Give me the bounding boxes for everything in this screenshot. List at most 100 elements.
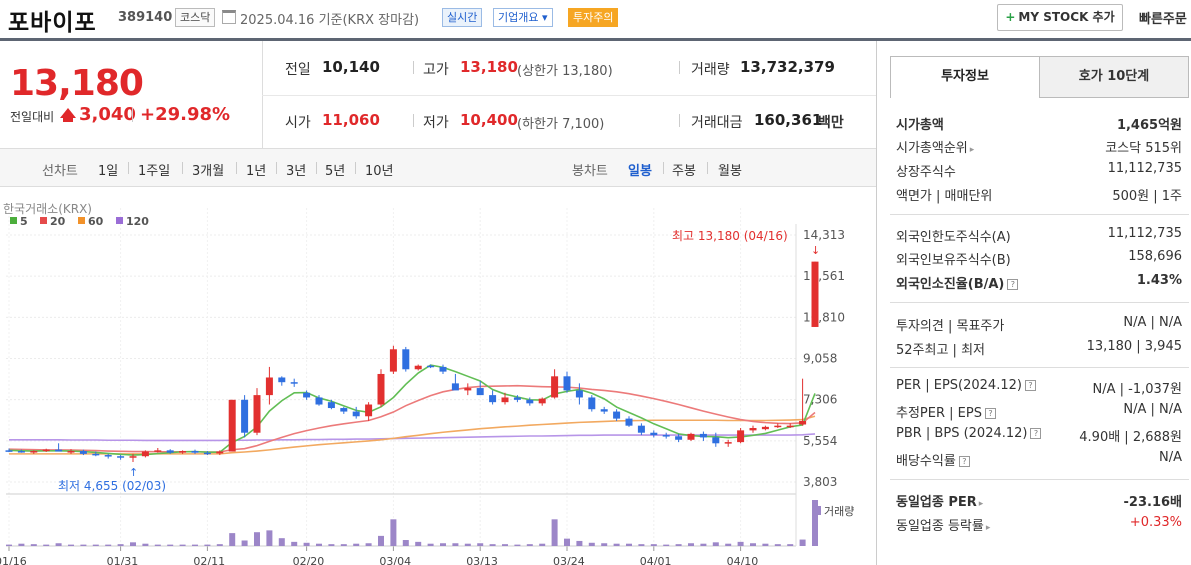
volume-bar: [626, 543, 632, 546]
lower-limit: (하한가 7,100): [517, 117, 605, 132]
candle-body: [687, 433, 695, 440]
period-weekly[interactable]: 주봉: [672, 164, 696, 179]
company-overview-dropdown[interactable]: 기업개요 ▾: [493, 8, 553, 27]
volume-bar: [266, 530, 273, 546]
divider: [707, 162, 708, 174]
volume-bar: [799, 539, 806, 546]
candle-body: [811, 261, 819, 327]
realtime-button[interactable]: 실시간: [442, 8, 483, 27]
candle-body: [303, 392, 311, 398]
price-chart[interactable]: 14,313 12,561 10,810 9,058 7,306 5,554 3,803 01…: [0, 188, 876, 565]
x-tick-label: 02/20: [293, 555, 325, 565]
x-tick-label: 04/01: [640, 555, 672, 565]
candle-body: [774, 425, 782, 428]
candle-body: [278, 377, 286, 383]
current-price: 13,180: [10, 63, 144, 104]
help-icon[interactable]: ?: [1030, 428, 1042, 439]
up-triangle-icon: [60, 108, 76, 118]
volume-bar: [154, 544, 161, 546]
volume-bar: [489, 544, 496, 546]
volume-bar: [663, 544, 670, 546]
volume-bar: [464, 543, 471, 546]
low-value: 10,400: [460, 111, 518, 129]
tab-orderbook[interactable]: 호가 10단계: [1039, 56, 1189, 98]
y-tick-label: 10,810: [803, 310, 845, 324]
period-10y[interactable]: 10년: [365, 164, 394, 179]
period-daily[interactable]: 일봉: [628, 164, 652, 179]
stock-name: 포바이포: [8, 10, 97, 36]
period-3y[interactable]: 3년: [286, 164, 307, 179]
volume-label: 거래량: [824, 505, 854, 518]
candle-body: [216, 451, 224, 454]
period-1d[interactable]: 1일: [98, 164, 119, 179]
candle-body: [141, 451, 149, 457]
help-icon[interactable]: ?: [958, 456, 970, 467]
candle-body: [724, 442, 732, 444]
candle-body: [526, 399, 534, 404]
period-1w[interactable]: 1주일: [138, 164, 171, 179]
candle-body: [712, 437, 720, 444]
candle-body: [451, 383, 459, 391]
quick-order-button[interactable]: 빠른주문: [1139, 12, 1187, 27]
divider: [663, 162, 664, 174]
volume-bar: [216, 544, 223, 546]
arrow-right-icon: ▸: [978, 499, 984, 509]
x-tick-label: 03/04: [379, 555, 411, 565]
candle-body: [464, 388, 472, 391]
legend-label: 5: [20, 215, 28, 228]
info-panel: 투자정보 호가 10단계 시가총액 1,465억원 시가총액순위 ▸ 코스닥 515위…: [876, 41, 1191, 565]
info-row-sector-change[interactable]: 동일업종 등락률 ▸ +0.33%: [896, 515, 1182, 534]
candle-body: [365, 404, 373, 417]
market-tag: 코스닥: [175, 8, 216, 27]
period-1y[interactable]: 1년: [246, 164, 267, 179]
volume-bar: [390, 519, 397, 546]
divider: [132, 108, 133, 122]
volume-bar: [365, 543, 372, 546]
volume-value: 13,732,379: [740, 58, 835, 76]
volume-bar: [192, 544, 198, 546]
divider: [316, 162, 317, 174]
x-tick-label: 02/11: [193, 555, 225, 565]
help-icon[interactable]: ?: [1007, 279, 1019, 290]
candle-body: [625, 418, 633, 426]
period-5y[interactable]: 5년: [325, 164, 346, 179]
volume-bar: [588, 542, 595, 546]
candle-body: [30, 451, 38, 453]
legend-label: 120: [126, 215, 149, 228]
x-tick-label: 03/13: [466, 555, 498, 565]
tab-invest-info[interactable]: 투자정보: [890, 56, 1040, 98]
volume-bar: [30, 544, 37, 546]
volume-bar: [514, 544, 521, 546]
info-row-sector-per[interactable]: 동일업종 PER ▸ -23.16배: [896, 495, 1182, 510]
y-tick-label: 3,803: [803, 475, 837, 489]
up-triangle-stem: [63, 117, 73, 122]
x-tick-label: 03/24: [553, 555, 585, 565]
legend-label: 20: [50, 215, 66, 228]
candle-chart-label: 봉차트: [572, 164, 608, 179]
divider: [276, 162, 277, 174]
candle-body: [427, 365, 435, 368]
volume-label: 거래량: [691, 62, 730, 78]
volume-bar: [415, 541, 422, 546]
help-icon[interactable]: ?: [984, 408, 996, 419]
period-bar: 선차트 1일 1주일 3개월 1년 3년 5년 10년 봉차트 일봉 주봉 월봉: [0, 149, 876, 187]
info-row-rank[interactable]: 시가총액순위 ▸ 코스닥 515위: [896, 141, 1182, 156]
volume-bar: [80, 544, 87, 546]
candle-body: [675, 436, 683, 440]
candle-body: [92, 453, 100, 456]
period-monthly[interactable]: 월봉: [718, 164, 742, 179]
candle-body: [290, 382, 298, 384]
volume-bar: [427, 543, 434, 546]
info-row-shares: 상장주식수 11,112,735: [896, 161, 1182, 180]
info-row-foreign-hold: 외국인보유주식수(B) 158,696: [896, 249, 1182, 268]
candle-body: [17, 451, 25, 453]
candle-body: [761, 426, 769, 430]
help-icon[interactable]: ?: [1024, 380, 1036, 391]
add-mystock-button[interactable]: + MY STOCK 추가: [997, 4, 1123, 31]
candle-body: [613, 411, 621, 419]
period-3m[interactable]: 3개월: [192, 164, 225, 179]
open-label: 시가: [285, 115, 311, 131]
change-value: 3,040: [79, 104, 136, 125]
volume-bar: [502, 544, 508, 546]
